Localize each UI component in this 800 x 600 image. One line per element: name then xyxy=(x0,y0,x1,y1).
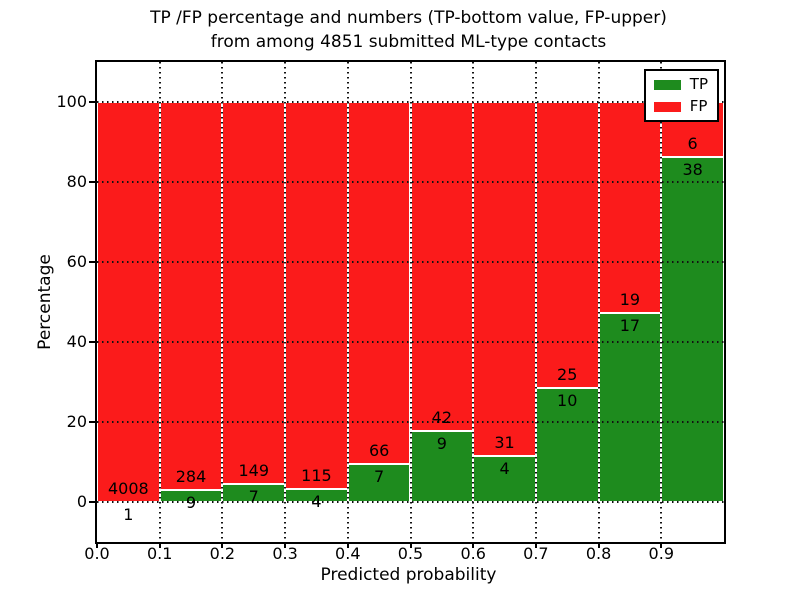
x-tick-0.1 xyxy=(158,542,161,548)
y-tick-100 xyxy=(89,101,95,103)
y-tick-label-80: 80 xyxy=(66,172,87,191)
y-tick-label-60: 60 xyxy=(66,252,87,271)
x-tick-label-0.6: 0.6 xyxy=(460,544,486,563)
x-tick-0.3 xyxy=(284,542,287,548)
x-tick-label-0.2: 0.2 xyxy=(209,544,236,563)
tp-count-label-0.0-0.1: 1 xyxy=(123,504,134,524)
x-axis-label: Predicted probability xyxy=(320,565,497,585)
grid-line-x-0.6 xyxy=(472,62,475,542)
fp-count-label-0.0-0.1: 4008 xyxy=(107,478,149,498)
tp-count-label-0.3-0.4: 4 xyxy=(311,491,322,511)
x-tick-0.7 xyxy=(534,542,537,548)
grid-line-x-0.9 xyxy=(660,62,663,542)
legend-label-tp: TP xyxy=(689,75,708,93)
y-tick-60 xyxy=(89,261,95,263)
tp-count-label-0.4-0.5: 7 xyxy=(374,466,385,486)
grid-line-x-0.7 xyxy=(534,62,537,542)
tp-count-label-0.1-0.2: 9 xyxy=(185,492,197,512)
fp-count-label-0.2-0.3: 149 xyxy=(238,461,269,481)
tp-count-label-0.5-0.6: 9 xyxy=(436,434,447,454)
x-tick-0.9 xyxy=(660,542,663,548)
fp-bar-segment-0.7-0.8 xyxy=(535,102,599,388)
fp-bar-segment-0.2-0.3 xyxy=(222,102,286,485)
tp-legend-swatch-icon xyxy=(653,79,681,90)
tp-count-label-0.8-0.9: 17 xyxy=(619,316,641,336)
tp-count-label-0.2-0.3: 7 xyxy=(248,487,259,507)
grid-line-x-0.8 xyxy=(597,62,600,542)
fp-count-label-0.5-0.6: 42 xyxy=(431,408,453,428)
y-tick-label-100: 100 xyxy=(56,92,87,111)
grid-line-x-0.1 xyxy=(158,62,161,542)
x-tick-label-0.8: 0.8 xyxy=(585,544,612,563)
tp-count-label-0.7-0.8: 10 xyxy=(557,390,578,410)
y-tick-label-20: 20 xyxy=(66,412,87,431)
fp-count-label-0.1-0.2: 284 xyxy=(175,466,207,486)
fp-count-label-0.6-0.7: 31 xyxy=(494,433,515,453)
fp-count-label-0.3-0.4: 115 xyxy=(301,465,332,485)
legend-row-tp: TP xyxy=(653,75,708,93)
grid-line-x-0.3 xyxy=(284,62,287,542)
fp-bar-segment-0.3-0.4 xyxy=(285,102,348,489)
fp-bar-segment-0.8-0.9 xyxy=(598,102,662,314)
x-tick-0.0 xyxy=(96,542,98,548)
x-tick-0.4 xyxy=(346,542,349,548)
fp-bar-segment-0.4-0.5 xyxy=(347,102,411,464)
legend-label-fp: FP xyxy=(689,97,708,115)
grid-line-x-0.4 xyxy=(346,62,349,542)
tp-count-label-0.9-1.0: 38 xyxy=(682,159,703,179)
x-tick-label-0.3: 0.3 xyxy=(272,544,298,563)
x-tick-0.8 xyxy=(597,542,600,548)
chart-title: TP /FP percentage and numbers (TP-bottom… xyxy=(95,6,722,54)
legend-row-fp: FP xyxy=(653,97,708,115)
y-tick-40 xyxy=(89,341,95,343)
x-tick-label-0.1: 0.1 xyxy=(146,544,173,563)
tp-bar-segment-0.9-1.0 xyxy=(661,156,724,502)
x-tick-label-0.0: 0.0 xyxy=(84,544,110,563)
y-tick-0 xyxy=(89,501,95,503)
fp-count-label-0.9-1.0: 6 xyxy=(687,133,698,153)
y-tick-20 xyxy=(89,421,95,423)
fp-count-label-0.4-0.5: 66 xyxy=(368,440,390,460)
fp-bar-segment-0.6-0.7 xyxy=(473,102,536,457)
grid-line-x-0.5 xyxy=(409,62,412,542)
chart-title-line2: from among 4851 submitted ML-type contac… xyxy=(210,32,607,52)
x-tick-0.5 xyxy=(409,542,412,548)
plot-area: TP FP 4008 1 284 9 149 7 115 4 66 7 42 9 31 4 25 10 19 17… xyxy=(56,60,726,563)
x-tick-0.2 xyxy=(221,542,224,548)
y-tick-label-0: 0 xyxy=(76,492,87,511)
fp-bar-segment-0.1-0.2 xyxy=(159,102,223,490)
fp-legend-swatch-icon xyxy=(653,101,681,112)
grid-line-x-0.2 xyxy=(221,62,224,542)
legend: TP FP xyxy=(643,69,719,122)
y-tick-label-40: 40 xyxy=(66,332,87,351)
fp-bar-segment-0.0-0.1 xyxy=(97,102,160,502)
x-tick-0.6 xyxy=(472,542,475,548)
fp-bar-segment-0.5-0.6 xyxy=(410,102,474,432)
x-tick-label-0.7: 0.7 xyxy=(523,544,549,563)
fp-count-label-0.7-0.8: 25 xyxy=(557,364,578,384)
x-tick-label-0.4: 0.4 xyxy=(335,544,361,563)
x-tick-label-0.9: 0.9 xyxy=(648,544,674,563)
tp-count-label-0.6-0.7: 4 xyxy=(499,459,510,479)
x-tick-label-0.5: 0.5 xyxy=(397,544,424,563)
chart-title-line1: TP /FP percentage and numbers (TP-bottom… xyxy=(150,8,667,28)
y-tick-80 xyxy=(89,181,95,183)
fp-count-label-0.8-0.9: 19 xyxy=(619,290,641,310)
